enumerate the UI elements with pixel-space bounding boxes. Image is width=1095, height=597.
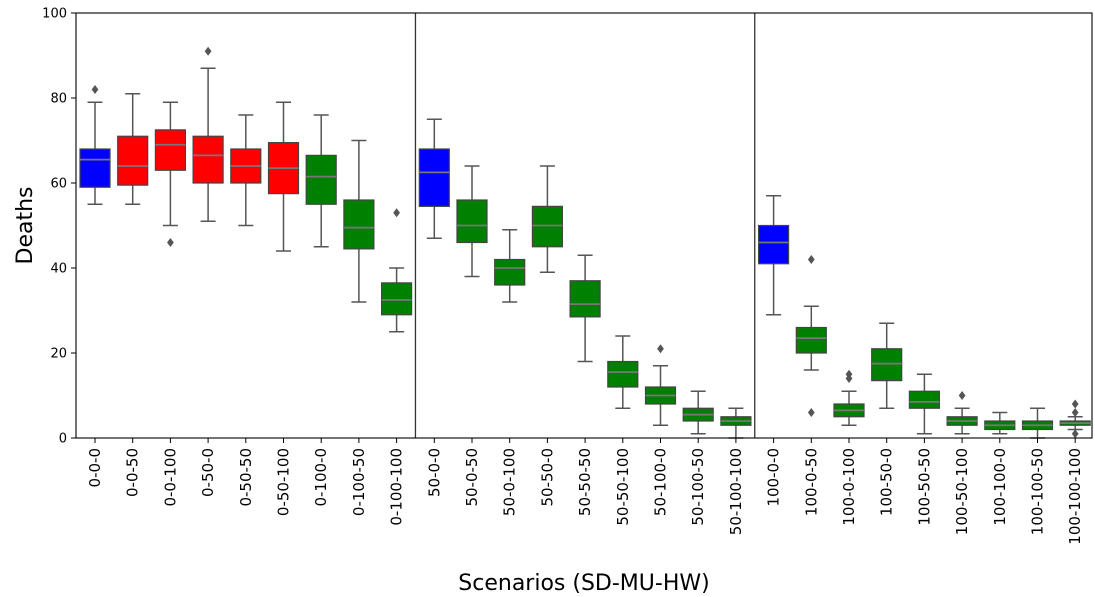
x-tick-label: 0-50-0 (199, 448, 217, 497)
outlier-point (91, 85, 99, 94)
x-tick-label: 0-100-100 (388, 448, 406, 526)
box-group-50-0-50 (456, 165, 488, 278)
box-iqr (531, 205, 564, 248)
outlier-point (807, 255, 815, 264)
plot-area (79, 46, 1091, 439)
box-iqr (305, 154, 337, 205)
x-tick-label: 50-100-0 (652, 448, 670, 516)
box-iqr (494, 258, 526, 286)
box-group-50-100-50 (682, 390, 714, 435)
box-group-100-50-0 (871, 322, 903, 409)
box-iqr (418, 148, 450, 207)
y-tick-label: 60 (50, 177, 67, 192)
box-iqr (569, 280, 601, 318)
outlier-point (657, 344, 664, 354)
x-tick-label: 50-50-100 (614, 448, 632, 526)
box-group-100-100-50 (1021, 407, 1054, 439)
x-tick-label: 100-0-50 (802, 448, 820, 516)
box-iqr (117, 135, 149, 186)
box-group-50-0-0 (418, 118, 450, 239)
x-axis-title: Scenarios (SD-MU-HW) (458, 571, 709, 596)
outlier-point (958, 391, 966, 400)
box-iqr (607, 360, 639, 388)
box-group-0-100-0 (305, 114, 337, 248)
box-iqr (456, 199, 488, 244)
plot-frame (75, 12, 1093, 439)
box-group-50-100-0 (644, 344, 677, 426)
box-iqr (381, 282, 413, 316)
box-iqr (795, 326, 827, 354)
x-tick-label: 50-100-100 (727, 448, 745, 535)
outlier-point (1071, 408, 1079, 417)
outlier-point (204, 46, 212, 56)
x-tick-label: 0-0-50 (124, 448, 142, 497)
box-iqr (757, 224, 790, 265)
x-tick-label: 0-100-50 (350, 448, 368, 516)
x-tick-label: 50-0-50 (463, 448, 481, 507)
box-group-50-50-50 (569, 254, 601, 363)
outlier-point (393, 208, 400, 218)
y-tick-label: 80 (50, 92, 67, 107)
y-tick-label: 0 (59, 432, 67, 447)
box-group-0-0-0 (79, 85, 111, 205)
x-tick-label: 100-100-100 (1066, 448, 1084, 545)
box-group-0-0-100 (154, 101, 186, 247)
x-tick-label: 50-50-50 (576, 448, 594, 516)
x-tick-label: 100-100-0 (991, 448, 1009, 526)
y-axis-title: Deaths (13, 187, 38, 265)
box-group-100-100-100 (1059, 399, 1091, 439)
box-group-0-50-50 (230, 114, 262, 227)
axes: 0-0-0 0-0-50 0-0-100 0-50-0 0-50-50 0-50-100 0… (42, 7, 1093, 545)
box-group-100-0-0 (757, 195, 790, 316)
box-iqr (154, 129, 186, 171)
x-tick-label: 100-100-50 (1029, 448, 1047, 535)
box-iqr (908, 390, 941, 409)
x-tick-label: 50-50-0 (538, 448, 556, 507)
x-tick-label: 100-0-0 (765, 448, 783, 507)
x-tick-label: 100-0-100 (840, 448, 858, 526)
box-group-50-50-100 (607, 335, 639, 409)
x-tick-label: 100-50-100 (953, 448, 971, 535)
x-tick-label: 0-50-50 (237, 448, 255, 507)
outlier-point (807, 408, 815, 417)
box-group-100-0-100 (833, 369, 865, 426)
box-group-0-50-0 (192, 46, 224, 222)
box-group-0-0-50 (117, 93, 149, 205)
box-group-100-50-100 (946, 391, 978, 435)
outlier-point (845, 369, 853, 379)
box-iqr (343, 199, 375, 250)
box-iqr (192, 135, 224, 184)
x-tick-label: 50-0-0 (425, 448, 443, 497)
outlier-point (1071, 399, 1079, 409)
box-group-100-100-0 (984, 411, 1016, 435)
box-group-0-100-100 (381, 208, 413, 333)
box-group-0-50-100 (267, 101, 300, 252)
x-tick-label: 0-0-100 (161, 448, 179, 507)
y-tick-label: 100 (42, 7, 67, 22)
y-tick-label: 40 (50, 262, 67, 277)
x-tick-label: 50-0-100 (501, 448, 519, 516)
box-group-50-0-100 (494, 229, 526, 303)
x-tick-label: 0-50-100 (275, 448, 293, 516)
box-group-0-100-50 (343, 139, 375, 303)
outlier-point (167, 238, 174, 247)
x-tick-label: 50-100-50 (689, 448, 707, 526)
x-tick-label: 0-100-0 (312, 448, 330, 507)
x-tick-label: 100-50-0 (878, 448, 896, 516)
box-group-100-0-50 (795, 255, 827, 417)
outlier-point (1071, 429, 1079, 439)
box-group-50-50-0 (531, 165, 564, 273)
box-iqr (871, 348, 903, 382)
box-group-50-100-100 (720, 407, 752, 439)
x-tick-label: 100-50-50 (915, 448, 933, 526)
x-tick-label: 0-0-0 (86, 448, 104, 487)
box-group-100-50-50 (908, 373, 941, 435)
box-iqr (79, 148, 111, 188)
y-tick-label: 20 (50, 347, 67, 362)
